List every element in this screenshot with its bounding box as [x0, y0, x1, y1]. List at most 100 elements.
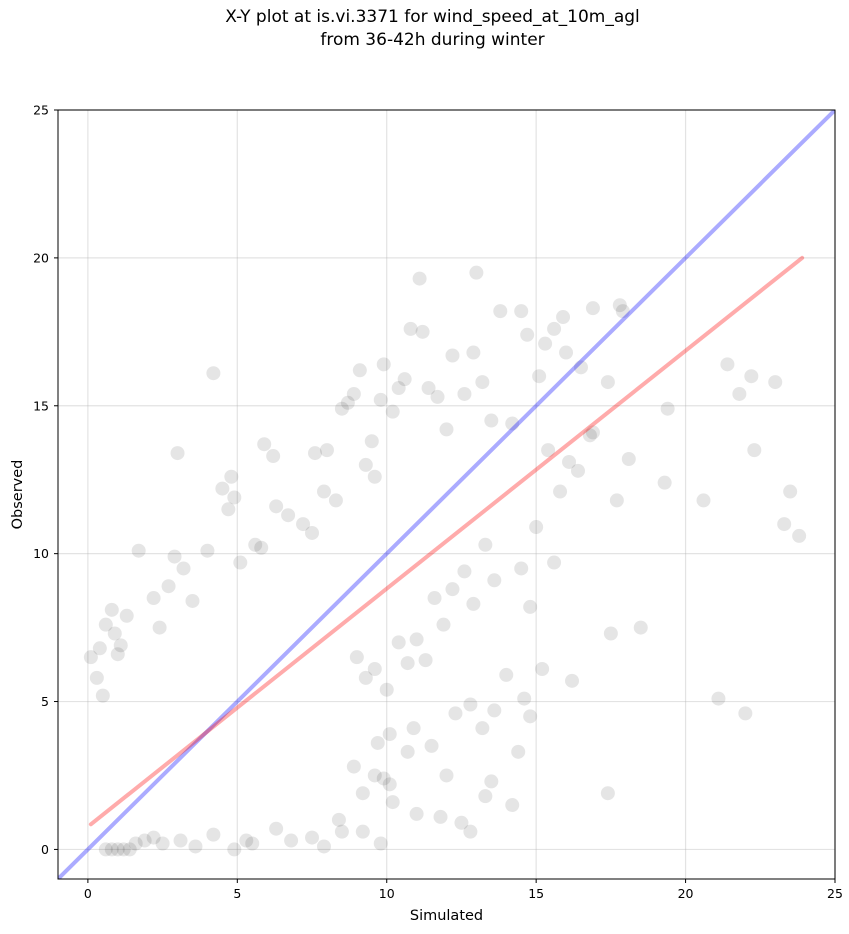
data-point	[696, 493, 711, 508]
data-point	[475, 375, 490, 390]
chart-title-line-1: X-Y plot at is.vi.3371 for wind_speed_at…	[225, 7, 640, 27]
data-point	[116, 842, 131, 857]
data-point	[248, 537, 263, 552]
data-point	[511, 744, 526, 759]
data-point	[529, 520, 544, 535]
data-point	[565, 673, 580, 688]
fit-line	[88, 255, 805, 827]
x-tick-label: 10	[379, 886, 395, 901]
data-point	[346, 759, 361, 774]
data-point	[107, 626, 122, 641]
data-point	[556, 310, 571, 325]
data-point	[367, 662, 382, 677]
data-point	[305, 830, 320, 845]
data-point	[553, 484, 568, 499]
y-tick-label: 0	[41, 842, 49, 857]
data-point	[391, 381, 406, 396]
data-point	[409, 632, 424, 647]
data-point	[424, 738, 439, 753]
data-point	[541, 443, 556, 458]
data-point	[520, 327, 535, 342]
data-point	[603, 626, 618, 641]
data-point	[738, 706, 753, 721]
data-point	[382, 727, 397, 742]
data-point	[421, 381, 436, 396]
data-point	[412, 271, 427, 286]
data-point	[514, 304, 529, 319]
data-point	[657, 475, 672, 490]
data-point	[792, 528, 807, 543]
data-point	[89, 670, 104, 685]
data-point	[352, 363, 367, 378]
data-point	[340, 395, 355, 410]
data-point	[457, 386, 472, 401]
data-point	[254, 540, 269, 555]
y-tick-label: 20	[33, 250, 49, 265]
data-point	[400, 656, 415, 671]
data-point	[505, 798, 520, 813]
data-point	[436, 617, 451, 632]
data-point	[732, 386, 747, 401]
data-point	[110, 842, 125, 857]
data-point	[206, 366, 221, 381]
data-point	[466, 345, 481, 360]
data-point	[382, 777, 397, 792]
data-point	[316, 484, 331, 499]
data-point	[538, 336, 553, 351]
data-point	[660, 401, 675, 416]
data-point	[373, 392, 388, 407]
data-point	[600, 375, 615, 390]
data-point	[532, 369, 547, 384]
data-point	[373, 836, 388, 851]
data-point	[152, 620, 167, 635]
data-point	[559, 345, 574, 360]
data-point	[355, 824, 370, 839]
data-point	[146, 830, 161, 845]
data-point	[224, 469, 239, 484]
data-point	[170, 446, 185, 461]
data-point	[523, 709, 538, 724]
data-point	[296, 517, 311, 532]
data-point	[269, 821, 284, 836]
data-point	[418, 653, 433, 668]
data-point	[104, 842, 119, 857]
data-point	[427, 591, 442, 606]
data-point	[562, 454, 577, 469]
data-point	[131, 543, 146, 558]
data-point	[83, 650, 98, 665]
data-point	[415, 324, 430, 339]
data-point	[499, 667, 514, 682]
data-point	[433, 809, 448, 824]
reference-lines	[58, 110, 835, 879]
data-point	[400, 744, 415, 759]
data-point	[439, 768, 454, 783]
data-point	[585, 425, 600, 440]
data-point	[367, 469, 382, 484]
data-point	[200, 543, 215, 558]
data-point	[233, 555, 248, 570]
data-point	[331, 812, 346, 827]
data-point	[547, 321, 562, 336]
data-point	[98, 617, 113, 632]
data-point	[777, 517, 792, 532]
data-point	[783, 484, 798, 499]
x-tick-label: 0	[84, 886, 92, 901]
data-point	[615, 304, 630, 319]
data-point	[609, 493, 624, 508]
data-point	[463, 697, 478, 712]
data-point	[487, 703, 502, 718]
data-point	[454, 815, 469, 830]
y-tick-label: 10	[33, 546, 49, 561]
data-point	[523, 599, 538, 614]
y-tick-label: 5	[41, 694, 49, 709]
data-point	[305, 525, 320, 540]
data-point	[316, 839, 331, 854]
data-point	[364, 434, 379, 449]
data-point	[155, 836, 170, 851]
data-point	[478, 537, 493, 552]
x-tick-label: 5	[233, 886, 241, 901]
data-point	[621, 452, 636, 467]
axis-ticks: 0 5 10 15 20 25 0 5 10 15 20 25	[33, 103, 843, 902]
plot-frame	[57, 109, 836, 880]
data-point	[535, 662, 550, 677]
